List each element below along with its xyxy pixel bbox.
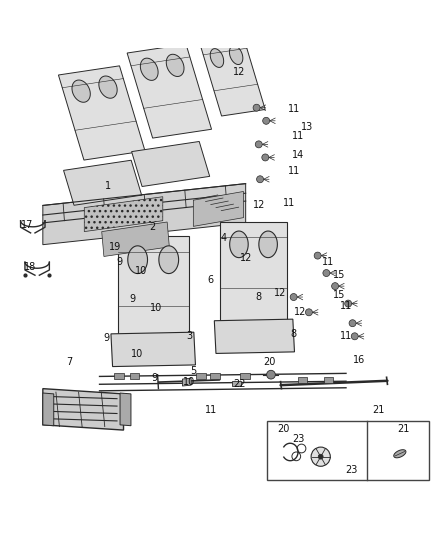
Polygon shape <box>229 231 247 257</box>
Text: 10: 10 <box>130 349 142 359</box>
Polygon shape <box>182 378 191 386</box>
Text: 10: 10 <box>150 303 162 313</box>
Circle shape <box>254 141 261 148</box>
Polygon shape <box>127 246 147 273</box>
Text: 6: 6 <box>207 274 213 285</box>
Bar <box>210 374 219 379</box>
Text: 2: 2 <box>148 222 155 232</box>
Text: 11: 11 <box>339 301 351 311</box>
Text: 4: 4 <box>220 233 226 243</box>
Polygon shape <box>214 319 294 353</box>
Bar <box>114 374 124 379</box>
Circle shape <box>305 309 312 316</box>
Text: 1: 1 <box>105 181 111 191</box>
Polygon shape <box>64 160 141 205</box>
Circle shape <box>311 447 329 466</box>
Polygon shape <box>159 246 178 273</box>
Text: 18: 18 <box>24 262 36 271</box>
Text: 11: 11 <box>321 257 334 267</box>
Text: 21: 21 <box>372 406 384 415</box>
Text: 12: 12 <box>252 200 265 211</box>
Text: 7: 7 <box>66 358 72 367</box>
Polygon shape <box>43 389 123 430</box>
Circle shape <box>261 154 268 161</box>
Text: 12: 12 <box>293 308 306 317</box>
Polygon shape <box>229 46 242 64</box>
Text: 9: 9 <box>116 257 122 267</box>
Text: 8: 8 <box>255 292 261 302</box>
Polygon shape <box>58 66 145 160</box>
Text: 13: 13 <box>300 122 312 132</box>
Polygon shape <box>193 191 243 227</box>
Polygon shape <box>166 54 184 76</box>
Bar <box>267 422 428 480</box>
Circle shape <box>331 282 338 289</box>
Polygon shape <box>140 58 158 80</box>
Polygon shape <box>393 450 405 458</box>
Text: 15: 15 <box>332 270 345 280</box>
Circle shape <box>348 320 355 327</box>
Text: 10: 10 <box>134 266 147 276</box>
Text: 23: 23 <box>291 434 304 444</box>
Circle shape <box>262 117 269 124</box>
Circle shape <box>318 454 322 459</box>
Text: 8: 8 <box>290 329 296 339</box>
Polygon shape <box>84 197 162 232</box>
Text: 9: 9 <box>129 294 135 304</box>
Polygon shape <box>72 80 90 102</box>
Text: 5: 5 <box>190 366 196 376</box>
Circle shape <box>266 370 275 379</box>
Polygon shape <box>210 49 223 67</box>
Bar <box>323 377 332 383</box>
Polygon shape <box>131 141 209 187</box>
Text: 12: 12 <box>239 253 251 263</box>
Polygon shape <box>43 183 245 245</box>
Text: 11: 11 <box>291 131 304 141</box>
Text: 10: 10 <box>182 377 194 387</box>
Text: 22: 22 <box>232 379 245 389</box>
Circle shape <box>314 252 321 259</box>
Bar <box>196 374 205 379</box>
Text: 11: 11 <box>283 198 295 208</box>
Bar <box>297 377 307 383</box>
Polygon shape <box>220 222 286 324</box>
Polygon shape <box>111 332 195 367</box>
Text: 9: 9 <box>151 373 157 383</box>
Polygon shape <box>200 37 265 116</box>
Text: 20: 20 <box>277 424 289 434</box>
Text: 16: 16 <box>352 356 364 365</box>
Text: 9: 9 <box>103 334 109 343</box>
Bar <box>231 381 241 386</box>
Text: 11: 11 <box>204 406 216 415</box>
Text: 12: 12 <box>233 67 245 77</box>
Polygon shape <box>127 44 211 138</box>
Text: 17: 17 <box>21 220 34 230</box>
Circle shape <box>350 333 357 340</box>
Polygon shape <box>43 393 53 426</box>
Circle shape <box>344 300 351 307</box>
Text: 19: 19 <box>109 242 120 252</box>
Polygon shape <box>102 222 169 256</box>
Text: 15: 15 <box>332 290 345 300</box>
Text: 14: 14 <box>291 150 304 160</box>
Bar <box>129 374 139 379</box>
Polygon shape <box>117 236 188 343</box>
Text: 21: 21 <box>396 424 408 434</box>
Text: 12: 12 <box>274 288 286 297</box>
Circle shape <box>290 294 297 301</box>
Circle shape <box>253 104 259 111</box>
Text: 11: 11 <box>287 166 299 175</box>
Text: 11: 11 <box>339 332 351 341</box>
Circle shape <box>256 176 263 183</box>
Bar <box>240 374 249 379</box>
Polygon shape <box>258 231 277 257</box>
Polygon shape <box>99 76 117 98</box>
Text: 20: 20 <box>263 358 275 367</box>
Circle shape <box>322 270 329 277</box>
Polygon shape <box>120 393 131 426</box>
Text: 3: 3 <box>185 332 191 341</box>
Text: 11: 11 <box>287 104 299 115</box>
Text: 23: 23 <box>344 465 357 475</box>
